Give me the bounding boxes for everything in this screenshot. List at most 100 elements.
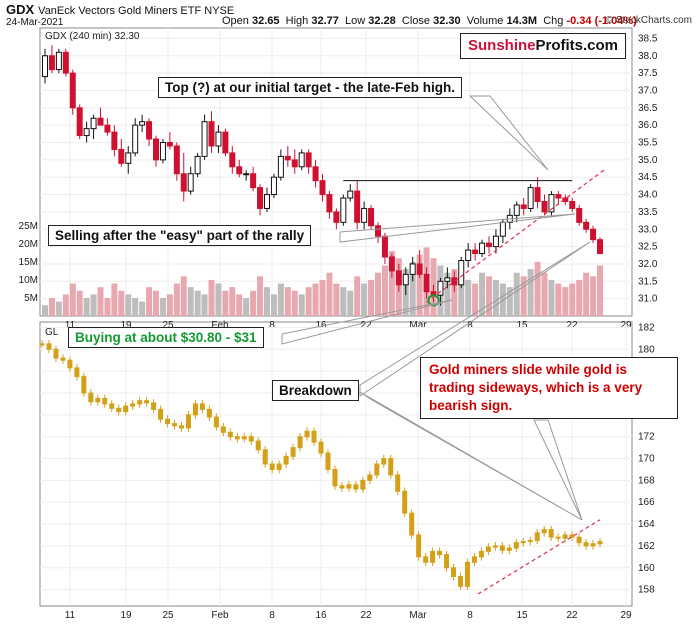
y-tick-label: 31.0: [638, 294, 658, 305]
volume-bar: [486, 276, 492, 316]
breakdown-callout-pointer-bottom: [359, 391, 583, 521]
volume-bar: [284, 287, 291, 316]
x-tick-label: 25: [162, 320, 174, 331]
gold-bar: [213, 416, 219, 428]
gdx-candle: [153, 138, 159, 161]
volume-bar: [444, 272, 451, 316]
volume-bar: [458, 276, 465, 316]
gdx-candle: [534, 187, 541, 202]
gdx-candle: [208, 121, 215, 147]
volume-bar: [104, 297, 111, 316]
volume-bar: [479, 272, 486, 316]
breakdown-callout-pointer-top: [359, 241, 591, 397]
volume-bar: [520, 276, 527, 316]
gold-bar: [541, 529, 547, 534]
gold-bar: [409, 512, 415, 536]
gold-bar: [416, 534, 422, 558]
volume-bar: [153, 290, 159, 316]
gold-bar: [499, 545, 505, 551]
gdx-candle: [590, 228, 597, 241]
gdx-candle: [132, 124, 139, 154]
gold-bar: [562, 534, 568, 539]
volume-bar: [513, 272, 520, 316]
gdx-candle: [90, 117, 97, 130]
gdx-candle: [97, 117, 104, 126]
volume-bar: [534, 261, 541, 316]
volume-bar: [312, 283, 319, 316]
x-tick-label: 8: [467, 610, 473, 621]
gold-bar: [262, 449, 268, 465]
gold-bar: [388, 458, 394, 476]
volume-bar: [132, 297, 139, 316]
volume-bar: [492, 279, 499, 316]
gdx-candle: [118, 148, 125, 164]
volume-bar: [118, 290, 125, 316]
gdx-trend-line: [426, 168, 607, 303]
gold-bar: [144, 400, 150, 404]
gold-bar: [471, 556, 477, 563]
volume-bar: [347, 290, 354, 316]
gdx-candle: [340, 197, 347, 223]
gdx-candle: [264, 194, 270, 209]
volume-bar: [257, 276, 264, 316]
y-tick-label: 37.0: [638, 85, 658, 96]
gdx-candle: [243, 173, 250, 176]
volume-bar: [229, 287, 236, 316]
volume-bar: [173, 283, 180, 316]
volume-tick-label: 20M: [19, 239, 38, 250]
gdx-candle: [222, 131, 229, 154]
gdx-candle: [354, 190, 361, 223]
gdx-candle: [597, 239, 603, 255]
gdx-candle: [395, 270, 402, 286]
gdx-candle: [62, 51, 69, 74]
x-tick-label: 19: [120, 610, 132, 621]
gold-bar: [458, 576, 463, 587]
y-tick-label: 35.0: [638, 155, 658, 166]
volume-bar: [222, 290, 229, 316]
y-tick-label: 180: [638, 344, 655, 355]
volume-bar: [97, 287, 104, 316]
y-tick-label: 166: [638, 497, 655, 508]
x-tick-label: Feb: [211, 610, 229, 621]
x-tick-label: 19: [120, 320, 132, 331]
annotation-selling: Selling after the "easy" part of the ral…: [48, 225, 312, 246]
chart-date: 24-Mar-2021: [6, 17, 64, 28]
gold-bar: [590, 543, 596, 547]
volume-bar: [291, 290, 298, 316]
gdx-candle: [375, 225, 381, 237]
gold-bar: [123, 405, 129, 413]
gold-bar: [158, 408, 164, 420]
gold-bar: [269, 463, 275, 470]
gold-bar: [248, 436, 254, 442]
gold-bar: [88, 392, 94, 403]
gold-bar: [360, 479, 366, 490]
gdx-candle: [583, 221, 590, 230]
y-tick-label: 168: [638, 475, 655, 486]
gdx-candle: [257, 187, 264, 209]
volume-bar: [305, 287, 312, 316]
volume-bar: [55, 301, 62, 316]
gold-legend: GL: [45, 327, 59, 338]
volume-bar: [111, 283, 118, 316]
gold-bar: [297, 436, 303, 449]
gdx-candle: [569, 200, 576, 209]
y-tick-label: 33.5: [638, 207, 658, 218]
volume-bar: [69, 283, 76, 316]
annotation-breakdown: Breakdown: [272, 380, 359, 401]
volume-bar: [215, 283, 222, 316]
gold-bar: [255, 440, 261, 451]
y-tick-label: 182: [638, 322, 655, 333]
volume-bar: [548, 279, 555, 316]
gdx-candle: [527, 187, 534, 209]
gold-bar: [555, 536, 561, 539]
gdx-candle: [333, 211, 340, 223]
gdx-candle: [284, 155, 291, 161]
gdx-candle: [416, 263, 423, 275]
x-tick-label: 25: [162, 610, 174, 621]
gold-bar: [325, 452, 331, 470]
buying-callout-pointer: [281, 299, 453, 345]
ticker-title: GDX VanEck Vectors Gold Miners ETF NYSE: [6, 2, 234, 17]
y-tick-label: 170: [638, 454, 655, 465]
gdx-candle: [139, 121, 146, 126]
x-tick-label: 22: [566, 320, 578, 331]
